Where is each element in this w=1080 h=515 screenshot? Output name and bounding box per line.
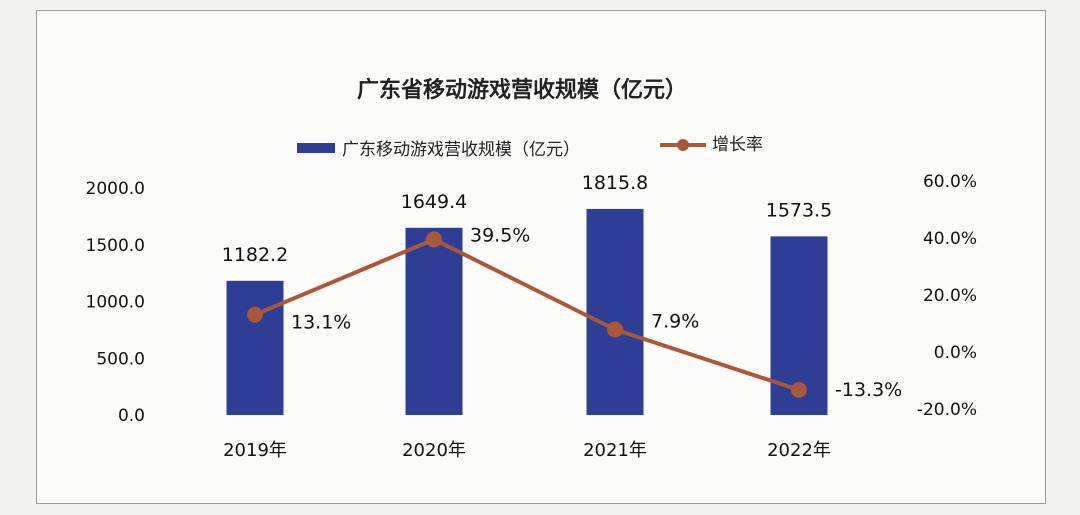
right-tick-label: 40.0% <box>923 229 977 249</box>
growth-line <box>254 237 800 392</box>
category-axis: 2019年 2020年 2021年 2022年 <box>223 440 831 461</box>
right-axis: -20.0% 0.0% 20.0% 40.0% 60.0% <box>917 172 977 420</box>
left-tick-label: 2000.0 <box>86 179 145 199</box>
revenue-value-label: 1182.2 <box>222 244 288 266</box>
chart-title: 广东省移动游戏营收规模（亿元） <box>357 77 687 103</box>
growth-value-label: 13.1% <box>291 312 351 334</box>
revenue-value-label: 1815.8 <box>582 172 648 194</box>
revenue-value-label: 1649.4 <box>401 191 467 213</box>
left-axis: 0.0 500.0 1000.0 1500.0 2000.0 <box>86 179 145 426</box>
revenue-bar <box>226 280 284 415</box>
category-label: 2020年 <box>402 440 466 461</box>
left-tick-label: 0.0 <box>118 406 145 426</box>
left-tick-label: 1500.0 <box>86 236 145 256</box>
legend-line-marker <box>677 139 689 151</box>
growth-value-label: 39.5% <box>470 224 530 246</box>
chart-frame <box>36 10 1046 504</box>
left-tick-label: 500.0 <box>96 349 145 369</box>
growth-point <box>607 321 623 338</box>
category-label: 2019年 <box>223 440 287 461</box>
revenue-value-label: 1573.5 <box>766 199 832 221</box>
growth-point <box>247 306 263 323</box>
category-label: 2022年 <box>767 440 831 461</box>
revenue-bar <box>405 227 463 415</box>
right-tick-label: 0.0% <box>934 343 977 363</box>
bars: 1182.2 1649.4 1815.8 1573.5 <box>222 172 832 415</box>
growth-value-label: 7.9% <box>651 310 699 332</box>
growth-line-series: 13.1% 39.5% 7.9% -13.3% <box>247 224 902 401</box>
legend-line-label: 增长率 <box>712 135 763 155</box>
growth-point <box>426 231 442 248</box>
left-tick-label: 1000.0 <box>86 293 145 313</box>
growth-value-label: -13.3% <box>835 379 902 401</box>
revenue-bar <box>586 208 644 415</box>
growth-point <box>791 381 807 398</box>
legend: 广东移动游戏营收规模（亿元） 增长率 <box>297 135 763 160</box>
legend-bar-label: 广东移动游戏营收规模（亿元） <box>342 140 580 160</box>
right-tick-label: 20.0% <box>923 286 977 306</box>
right-tick-label: -20.0% <box>917 400 977 420</box>
category-label: 2021年 <box>583 440 647 461</box>
legend-bar-swatch <box>297 143 335 153</box>
right-tick-label: 60.0% <box>923 172 977 192</box>
